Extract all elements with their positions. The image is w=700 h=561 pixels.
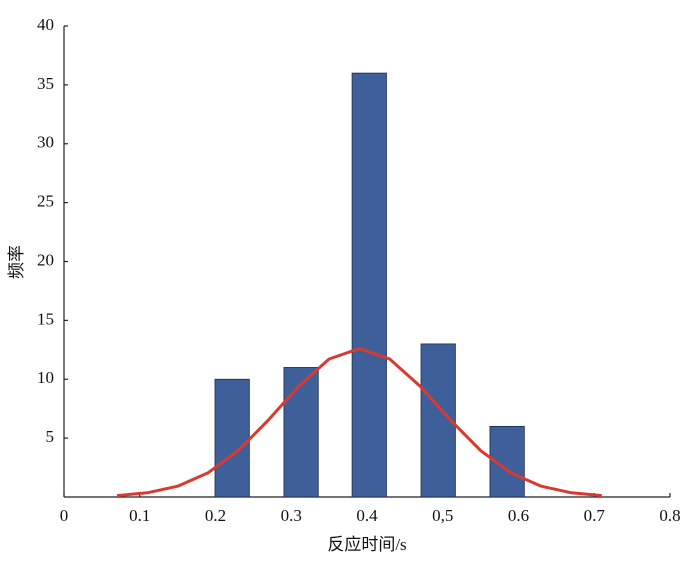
y-axis-label: 频率 [7, 245, 26, 279]
y-tick-label: 35 [37, 74, 54, 93]
bar [351, 72, 387, 498]
y-tick-label: 25 [37, 192, 54, 211]
x-tick-label: 0.7 [584, 506, 606, 525]
x-tick-label: 0.4 [356, 506, 378, 525]
y-tick-label: 15 [37, 309, 54, 328]
bar [214, 378, 250, 498]
bar [283, 367, 319, 498]
y-tick-label: 40 [37, 15, 54, 34]
y-tick-label: 30 [37, 133, 54, 152]
x-tick-label: 0.2 [205, 506, 226, 525]
x-tick-label: 0,5 [432, 506, 453, 525]
x-tick-label: 0.8 [659, 506, 680, 525]
y-tick-label: 20 [37, 250, 54, 269]
fit-curve [116, 347, 602, 498]
y-tick-label: 5 [46, 427, 55, 446]
x-tick-label: 0.1 [129, 506, 150, 525]
x-tick-label: 0.3 [281, 506, 302, 525]
y-tick-label: 10 [37, 368, 54, 387]
x-tick-label: 0.6 [508, 506, 529, 525]
x-tick-label: 0 [60, 506, 69, 525]
x-axis-label: 反应时间/s [327, 535, 406, 554]
